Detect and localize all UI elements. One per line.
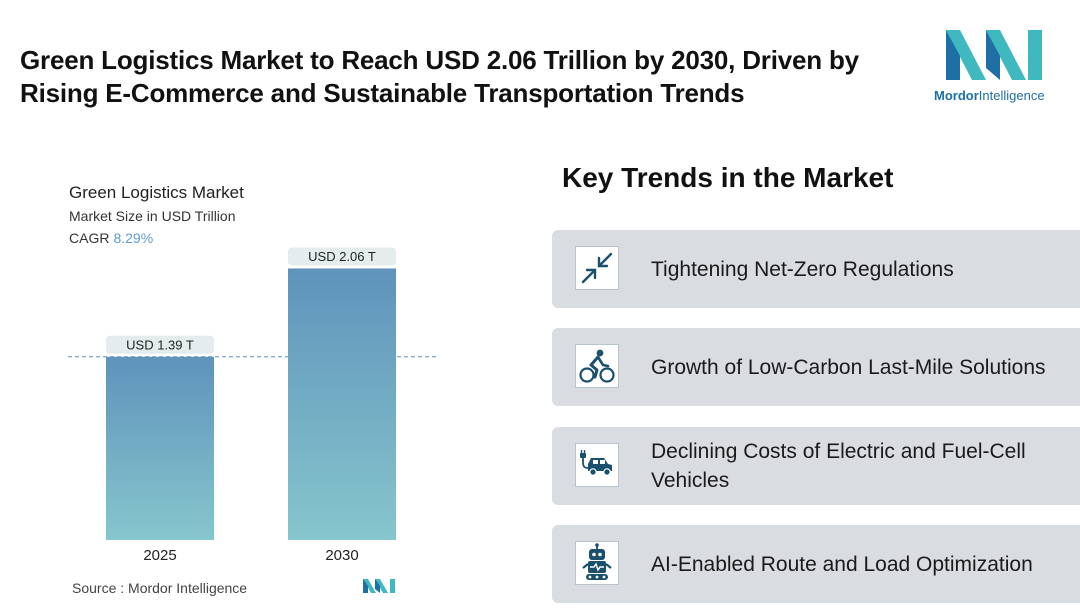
- cagr-text: CAGR 8.29%: [69, 230, 153, 246]
- bar-chart: USD 1.39 T 2025 USD 2.06 T 2030: [68, 247, 436, 564]
- chart-title: Green Logistics Market: [69, 183, 244, 202]
- x-tick-label: 2025: [143, 547, 176, 564]
- chart-subtitle: Market Size in USD Trillion: [69, 208, 236, 224]
- mordor-intelligence-logo: [946, 30, 1042, 80]
- trend-card: Growth of Low-Carbon Last-Mile Solutions: [552, 328, 1080, 406]
- compress-arrows-icon: [581, 252, 613, 284]
- data-label-bg: [288, 247, 396, 266]
- data-label: USD 2.06 T: [308, 249, 376, 264]
- trend-card: Declining Costs of Electric and Fuel-Cel…: [552, 427, 1080, 505]
- data-label-bg: [106, 335, 214, 354]
- cyclist-icon: [579, 349, 615, 383]
- cagr-label: CAGR: [69, 230, 110, 246]
- trends-heading: Key Trends in the Market: [562, 162, 894, 193]
- mordor-mini-logo: [363, 579, 395, 593]
- bar-2025: [106, 356, 214, 540]
- brand-name: MordorIntelligence: [934, 88, 1045, 103]
- trend-label: Declining Costs of Electric and Fuel-Cel…: [651, 440, 1026, 492]
- x-tick-label: 2030: [325, 547, 358, 564]
- page-title: Green Logistics Market to Reach USD 2.06…: [20, 45, 859, 108]
- trend-label: Tightening Net-Zero Regulations: [651, 257, 954, 281]
- trend-card: Tightening Net-Zero Regulations: [552, 230, 1080, 308]
- trend-label: AI-Enabled Route and Load Optimization: [651, 552, 1033, 576]
- trend-icon-frame: [575, 246, 619, 290]
- source-text: Source : Mordor Intelligence: [72, 580, 248, 596]
- cagr-value: 8.29%: [113, 230, 154, 246]
- trend-card: AI-Enabled Route and Load Optimization: [552, 525, 1080, 603]
- trend-icon-frame: [575, 541, 619, 585]
- trend-icon-frame: [575, 443, 619, 487]
- trend-label: Growth of Low-Carbon Last-Mile Solutions: [651, 355, 1046, 379]
- robot-icon: [582, 543, 612, 580]
- data-label: USD 1.39 T: [126, 337, 194, 352]
- trend-icon-frame: [575, 344, 619, 388]
- bar-2030: [288, 268, 396, 540]
- electric-car-icon: [580, 450, 612, 476]
